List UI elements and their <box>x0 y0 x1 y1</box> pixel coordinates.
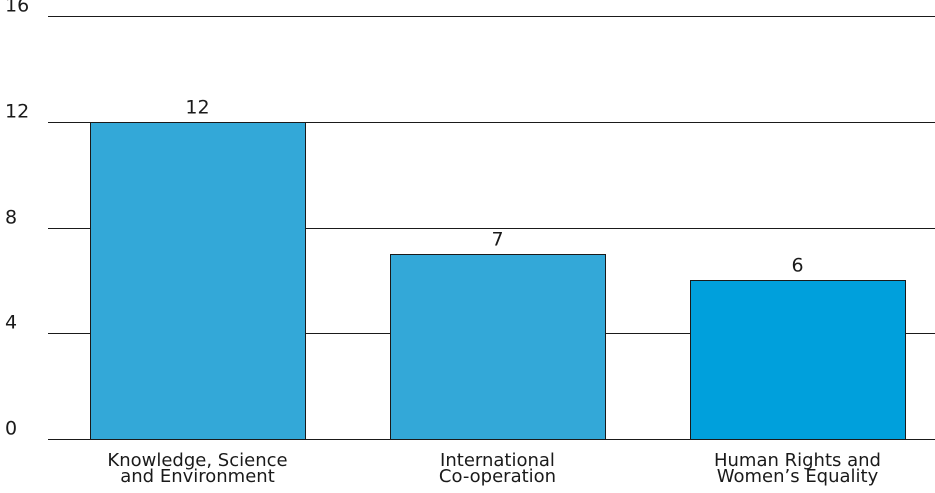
bar-3 <box>690 280 906 440</box>
category-label-2: International Co-operation <box>439 450 556 487</box>
bars <box>90 122 906 440</box>
category-label-3-line-2: Women’s Equality <box>717 466 879 487</box>
data-label-1: 12 <box>185 97 209 119</box>
bar-1 <box>90 122 306 440</box>
y-tick-label-16: 16 <box>5 0 29 17</box>
category-label-1-line-2: and Environment <box>120 466 275 487</box>
y-tick-label-4: 4 <box>5 312 17 334</box>
data-labels: 12 7 6 <box>185 97 803 277</box>
y-tick-label-8: 8 <box>5 207 17 229</box>
category-label-3-line-1: Human Rights and <box>714 450 881 471</box>
category-labels: Knowledge, Science and Environment Interna… <box>107 450 881 487</box>
category-label-2-line-1: International <box>440 450 555 471</box>
category-label-2-line-2: Co-operation <box>439 466 556 487</box>
category-label-1-line-1: Knowledge, Science <box>107 450 287 471</box>
bar-2 <box>390 254 606 440</box>
y-tick-label-0: 0 <box>5 418 17 440</box>
y-axis-tick-labels: 0 4 8 12 16 <box>5 0 29 440</box>
y-tick-label-12: 12 <box>5 101 29 123</box>
category-label-1: Knowledge, Science and Environment <box>107 450 287 487</box>
data-label-2: 7 <box>491 229 503 251</box>
data-label-3: 6 <box>791 255 803 277</box>
category-label-3: Human Rights and Women’s Equality <box>714 450 881 487</box>
